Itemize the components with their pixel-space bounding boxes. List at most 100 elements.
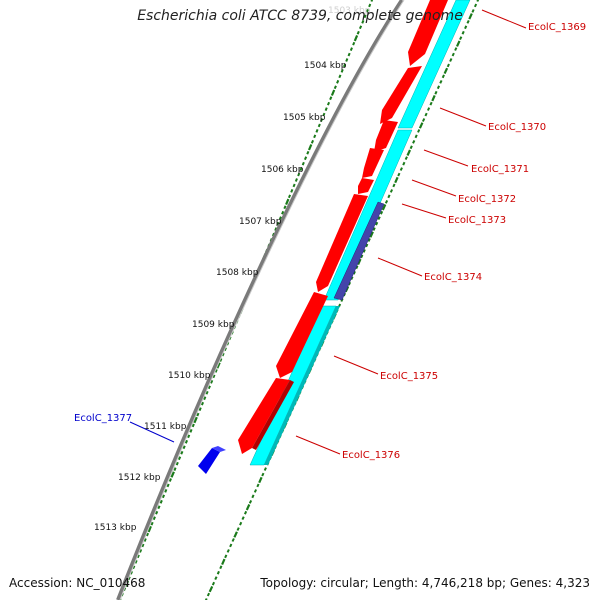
tick-label: 1504 kbp <box>304 61 347 71</box>
cds-gene[interactable] <box>276 292 328 378</box>
gene-label[interactable]: EcolC_1372 <box>458 194 516 205</box>
gene-label[interactable]: EcolC_1377 <box>74 413 132 424</box>
track-dot <box>219 358 223 362</box>
track-dot <box>347 281 352 286</box>
gene-label[interactable]: EcolC_1374 <box>424 272 482 283</box>
tick-labels: 1503 kbp 1504 kbp 1505 kbp 1506 kbp 1507… <box>94 6 371 533</box>
track-dot <box>211 581 216 586</box>
gene-label[interactable]: EcolC_1370 <box>488 122 546 133</box>
track-tick-mark <box>216 362 221 369</box>
track-dot <box>143 538 147 542</box>
track-dot <box>379 210 384 215</box>
track-dot <box>261 472 265 477</box>
callout-lines <box>129 9 527 455</box>
track-dot <box>155 510 159 515</box>
track-dot <box>145 532 150 537</box>
cds-gene[interactable] <box>362 148 384 178</box>
track-tick-mark <box>353 34 359 42</box>
track-dot <box>365 243 369 248</box>
cds-gene[interactable] <box>408 0 448 66</box>
track-dot <box>397 172 401 177</box>
track-dot <box>426 107 431 111</box>
track-dot <box>214 576 218 581</box>
gene-label[interactable]: EcolC_1373 <box>448 215 506 226</box>
track-tick-mark <box>468 13 473 20</box>
tick-label: 1506 kbp <box>261 165 304 175</box>
track-dot <box>136 554 140 559</box>
track-dot <box>241 516 245 521</box>
track-dot <box>324 107 328 111</box>
cds-gene[interactable] <box>380 66 422 124</box>
gene-labels: EcolC_1369 EcolC_1370 EcolC_1371 EcolC_1… <box>74 22 586 461</box>
track-dot <box>436 85 441 90</box>
cds-gene[interactable] <box>238 378 290 454</box>
genome-backbone <box>116 0 404 601</box>
track-dot <box>461 30 465 35</box>
cds-gene[interactable] <box>316 194 368 292</box>
track-dot <box>173 467 177 471</box>
gene-label[interactable]: EcolC_1369 <box>528 22 586 33</box>
blue-gene[interactable] <box>198 448 220 474</box>
track-dot <box>239 521 243 526</box>
track-tick-mark <box>208 585 214 593</box>
track-dot <box>150 521 154 526</box>
track-dot <box>389 189 394 193</box>
track-dot <box>206 592 211 597</box>
gene-label[interactable]: EcolC_1375 <box>380 371 438 382</box>
orf-feature[interactable] <box>249 305 337 466</box>
track-tick-mark <box>193 416 198 424</box>
rna-feature[interactable] <box>333 201 385 301</box>
track-tick-mark <box>357 258 362 266</box>
blue-gene-shadow <box>212 446 226 452</box>
track-dot <box>301 161 305 166</box>
track-dot <box>329 96 333 101</box>
track-dot <box>454 47 458 51</box>
track-tick-mark <box>147 525 152 533</box>
track-dot <box>414 134 418 139</box>
track-dot <box>338 74 342 79</box>
track-dot <box>417 129 421 133</box>
genome-backbone-highlight <box>119 0 405 601</box>
track-tick-mark <box>221 558 226 566</box>
track-dot <box>141 543 145 548</box>
track-dot <box>152 516 156 521</box>
orf-track <box>249 0 471 466</box>
track-dot <box>180 450 184 455</box>
track-dot <box>166 483 170 488</box>
tick-label: 1509 kbp <box>192 320 235 330</box>
track-dot <box>315 129 319 133</box>
cds-gene-shadow <box>252 380 294 450</box>
track-dot <box>175 461 179 466</box>
track-dot <box>212 374 216 379</box>
track-dot <box>421 118 426 122</box>
tick-label: 1511 kbp <box>144 422 187 432</box>
track-tick-mark <box>369 231 374 238</box>
track-dot <box>182 445 186 450</box>
track-tick-mark <box>418 122 424 129</box>
track-dot <box>333 85 337 90</box>
orf-feature[interactable] <box>397 0 471 129</box>
gene-label[interactable]: EcolC_1371 <box>471 164 529 175</box>
cds-gene[interactable] <box>358 178 374 194</box>
tick-label: 1503 kbp <box>328 6 371 16</box>
track-dot <box>349 47 353 51</box>
track-dot <box>313 134 317 139</box>
gene-label[interactable]: EcolC_1376 <box>342 450 400 461</box>
track-dot <box>248 499 253 504</box>
track-dot <box>370 0 374 2</box>
orf-feature[interactable] <box>323 129 413 301</box>
track-dot <box>226 549 230 553</box>
track-dot <box>299 167 303 171</box>
track-dot <box>129 570 134 575</box>
track-dot <box>191 423 195 428</box>
track-dot <box>132 565 136 570</box>
track-dot <box>187 434 191 439</box>
track-tick-mark <box>406 149 412 156</box>
cds-gene[interactable] <box>374 120 398 152</box>
track-dot <box>358 25 363 30</box>
track-tick-mark <box>330 89 336 96</box>
track-dot <box>278 216 282 221</box>
track-dot <box>189 429 193 433</box>
